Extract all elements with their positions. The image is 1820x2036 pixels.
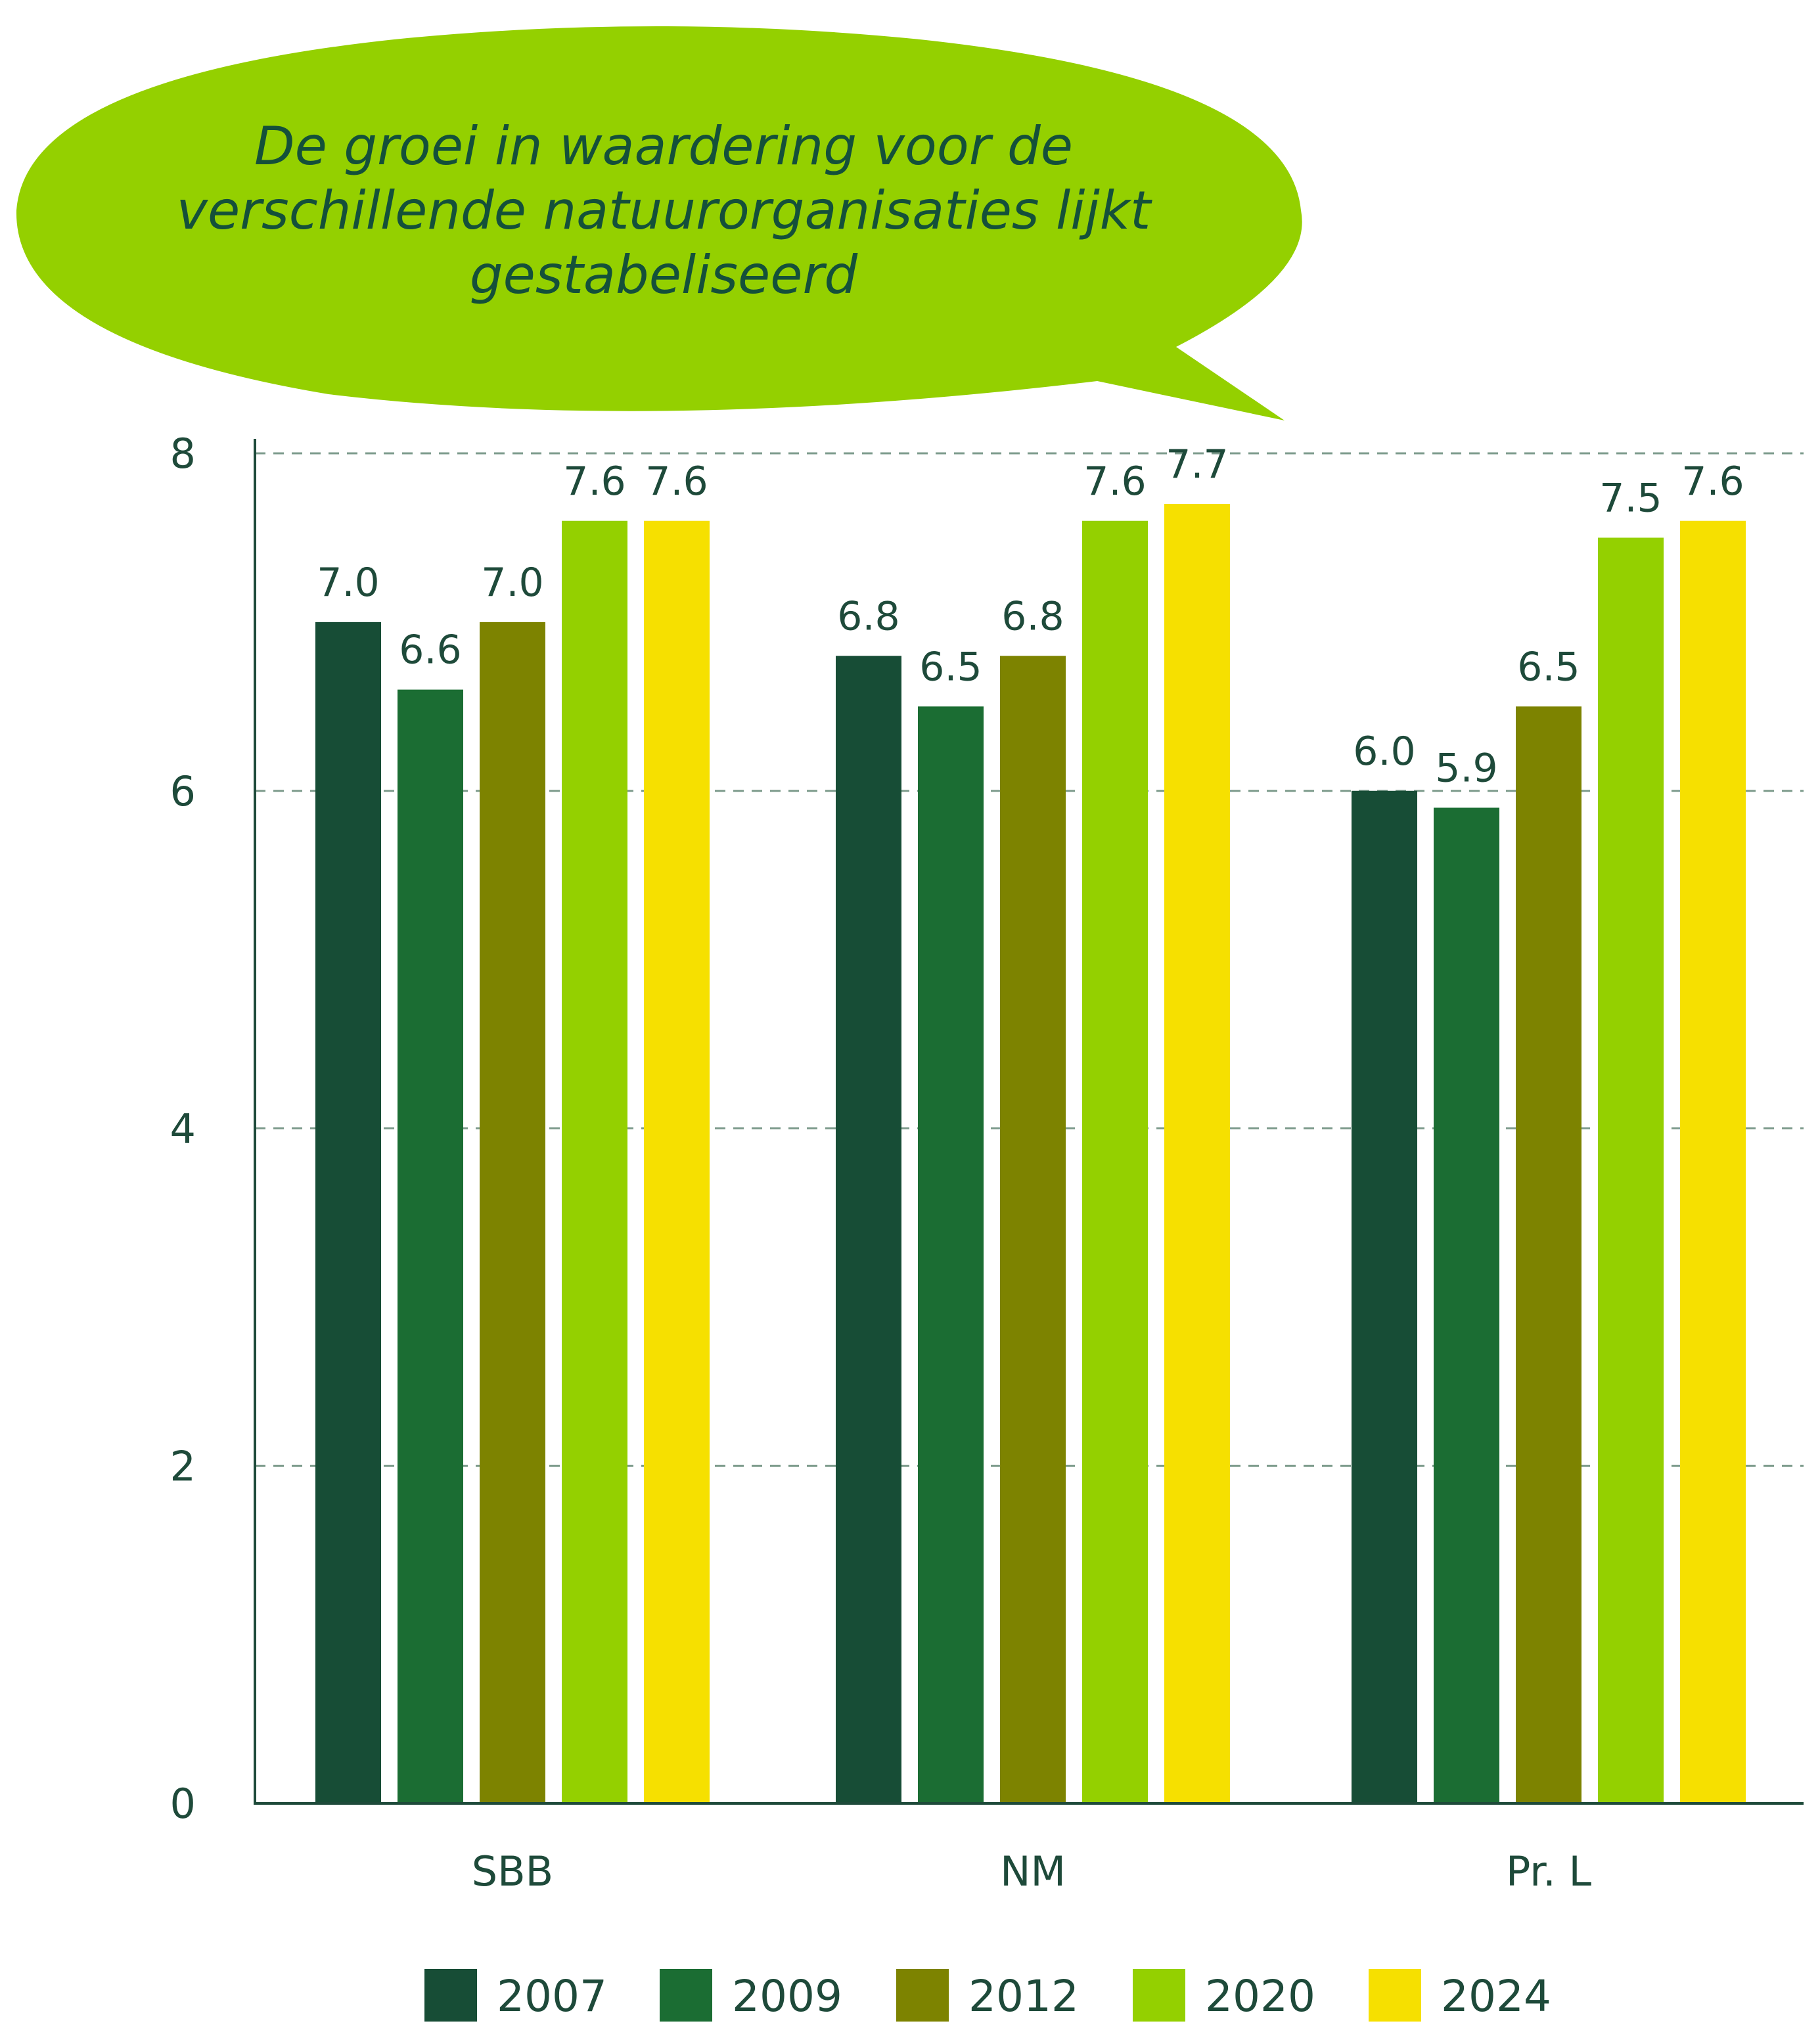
data-label-prl-2009: 5.9 — [1435, 745, 1497, 791]
x-tick-label-prl: Pr. L — [1506, 1847, 1592, 1895]
legend-label-2009: 2009 — [732, 1971, 842, 2022]
callout-line-3: gestabeliseerd — [470, 244, 859, 305]
bar-prl-2007 — [1352, 790, 1417, 1803]
data-label-prl-2012: 6.5 — [1517, 644, 1580, 690]
data-label-nm-2024: 7.7 — [1166, 441, 1228, 487]
x-tick-label-nm: NM — [1000, 1847, 1066, 1895]
callout-line-2: verschillende natuurorganisaties lijkt — [177, 180, 1152, 241]
bar-prl-2024 — [1680, 520, 1746, 1803]
data-label-sbb-2024: 7.6 — [645, 459, 708, 505]
axes: 0 2 4 6 8 SBB NM Pr. L — [170, 430, 1804, 1895]
legend-swatch-2020 — [1133, 1969, 1185, 2022]
legend-swatch-2009 — [660, 1969, 712, 2022]
speech-bubble-shape — [16, 26, 1302, 420]
y-tick-label-8: 8 — [170, 430, 196, 478]
data-label-nm-2020: 7.6 — [1083, 459, 1146, 505]
bar-sbb-2009 — [398, 689, 463, 1803]
y-tick-label-6: 6 — [170, 767, 196, 815]
bar-prl-2020 — [1598, 537, 1664, 1803]
bar-sbb-2012 — [480, 622, 545, 1803]
data-label-sbb-2012: 7.0 — [481, 560, 543, 606]
data-label-prl-2024: 7.6 — [1681, 459, 1744, 505]
data-labels: 7.0 6.6 7.0 7.6 7.6 6.8 6.5 6.8 7.6 7.7 6.0 5.9 6.5 7… — [317, 441, 1744, 791]
bar-prl-2012 — [1516, 706, 1581, 1803]
y-tick-label-4: 4 — [170, 1105, 196, 1153]
bar-nm-2007 — [836, 656, 901, 1803]
bar-nm-2020 — [1082, 520, 1148, 1803]
legend-swatch-2024 — [1369, 1969, 1421, 2022]
callout-line-1: De groei in waardering voor de — [254, 116, 1073, 177]
y-tick-label-0: 0 — [170, 1780, 196, 1828]
bar-sbb-2020 — [562, 520, 627, 1803]
callout-bubble: De groei in waardering voor de verschill… — [16, 26, 1302, 420]
bar-nm-2009 — [918, 706, 984, 1803]
data-label-prl-2020: 7.5 — [1599, 475, 1662, 521]
legend-swatch-2012 — [896, 1969, 949, 2022]
legend-label-2024: 2024 — [1441, 1971, 1551, 2022]
bar-sbb-2024 — [644, 520, 710, 1803]
data-label-nm-2007: 6.8 — [837, 593, 899, 639]
bar-prl-2009 — [1434, 807, 1499, 1803]
legend-label-2020: 2020 — [1205, 1971, 1315, 2022]
data-label-sbb-2007: 7.0 — [317, 560, 379, 606]
data-label-sbb-2020: 7.6 — [563, 459, 626, 505]
data-label-sbb-2009: 6.6 — [399, 627, 461, 673]
legend-swatch-2007 — [424, 1969, 477, 2022]
bar-nm-2012 — [1000, 656, 1066, 1803]
data-label-nm-2012: 6.8 — [1001, 593, 1064, 639]
legend: 2007 2009 2012 2020 2024 — [424, 1969, 1551, 2022]
bar-sbb-2007 — [315, 622, 381, 1803]
x-tick-label-sbb: SBB — [472, 1847, 553, 1895]
legend-label-2012: 2012 — [968, 1971, 1079, 2022]
legend-label-2007: 2007 — [497, 1971, 607, 2022]
bars — [315, 504, 1746, 1803]
bar-nm-2024 — [1164, 504, 1230, 1803]
data-label-prl-2007: 6.0 — [1353, 729, 1415, 775]
y-tick-label-2: 2 — [170, 1442, 196, 1490]
data-label-nm-2009: 6.5 — [919, 644, 982, 690]
